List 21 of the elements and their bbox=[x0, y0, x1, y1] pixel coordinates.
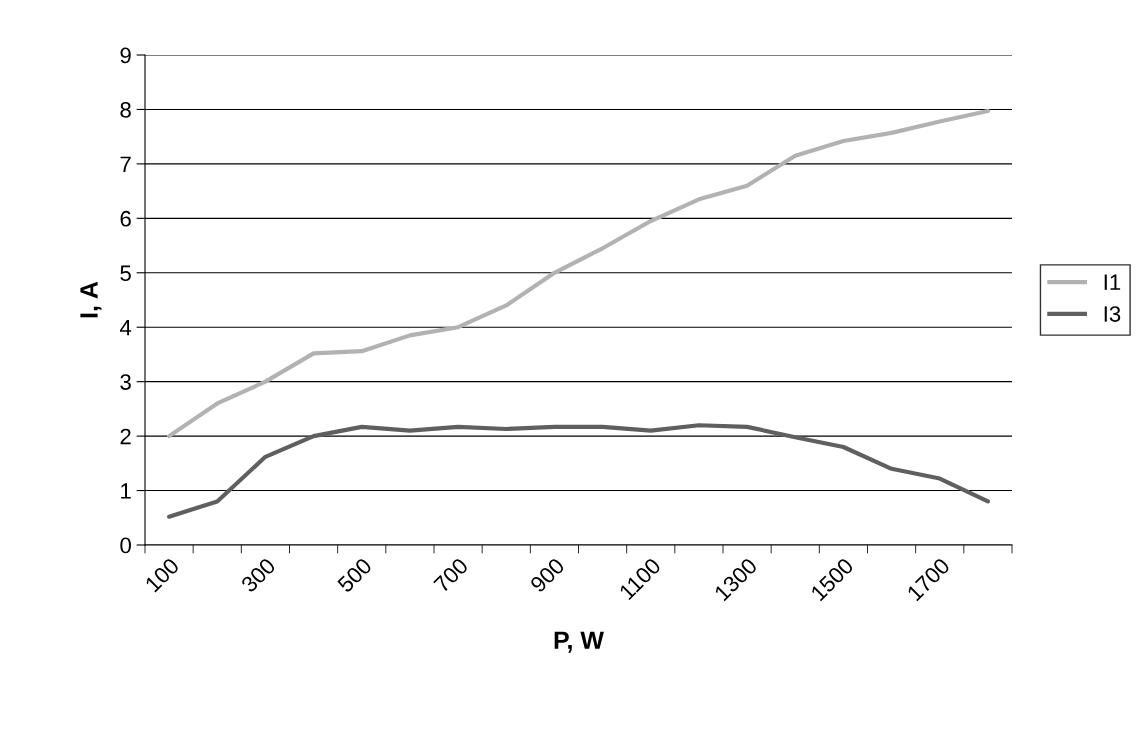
y-tick-label: 1 bbox=[121, 483, 131, 499]
y-tick-label: 9 bbox=[120, 47, 131, 64]
y-tick-label: 3 bbox=[120, 374, 131, 390]
y-tick-label: 2 bbox=[120, 428, 131, 445]
x-axis-title: P, W bbox=[554, 631, 604, 653]
y-axis-title: I, A bbox=[80, 281, 102, 318]
line-series bbox=[166, 108, 991, 439]
x-tick-label: 900 bbox=[529, 557, 566, 594]
x-tick-label: 700 bbox=[433, 557, 470, 594]
legend-label: I3 bbox=[1104, 306, 1121, 322]
line-series bbox=[166, 423, 991, 519]
y-tick-label: 8 bbox=[120, 101, 131, 118]
y-tick-label: 4 bbox=[119, 319, 132, 336]
y-tick-label: 0 bbox=[120, 537, 131, 554]
x-tick-label: 500 bbox=[336, 557, 373, 594]
legend-label: I1 bbox=[1104, 274, 1121, 290]
x-tick-label: 100 bbox=[144, 557, 181, 593]
y-tick-label: 5 bbox=[120, 265, 131, 282]
x-tick-label: 300 bbox=[240, 557, 277, 594]
y-tick-label: 7 bbox=[120, 156, 131, 172]
y-tick-label: 6 bbox=[120, 210, 131, 227]
